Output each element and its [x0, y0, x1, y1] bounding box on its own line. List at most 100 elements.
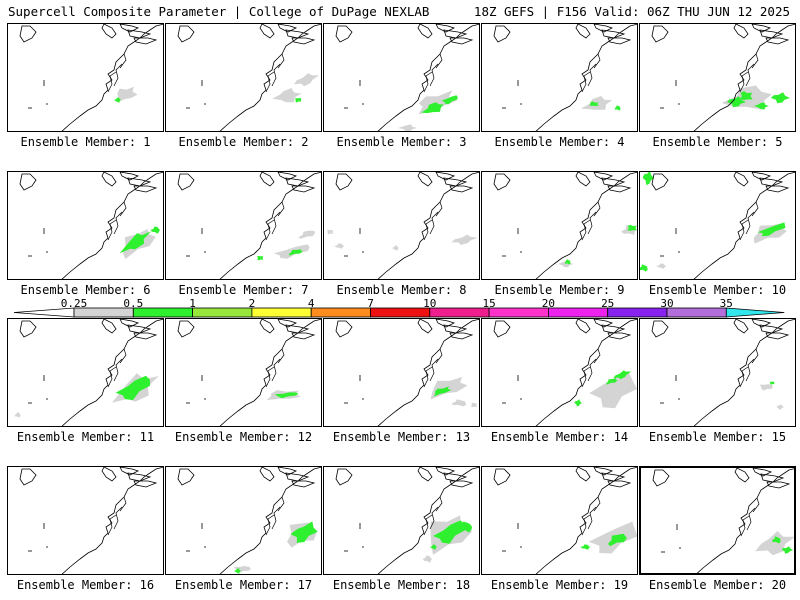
lake-outline: [277, 172, 298, 181]
bay-outline: [423, 53, 443, 93]
lake-outline: [177, 25, 195, 43]
bay-outline: [739, 53, 759, 93]
bay-outline: [423, 496, 443, 536]
lake-outline: [177, 173, 195, 191]
ensemble-map-panel[interactable]: [323, 23, 480, 132]
lake-outline: [127, 472, 152, 482]
scale-segment: [666, 307, 727, 318]
lake-outline: [19, 25, 37, 43]
bay-outline: [581, 201, 601, 241]
ensemble-map-panel[interactable]: [323, 171, 480, 280]
scale-threshold-label: 20: [541, 297, 556, 310]
lake-outline: [734, 468, 750, 483]
scp-contour-fill: [451, 234, 478, 245]
coastline: [219, 467, 321, 574]
ensemble-member-label: Ensemble Member: 17: [174, 578, 313, 592]
scale-threshold-label: 0.5: [123, 297, 144, 310]
ensemble-member-label: Ensemble Member: 13: [332, 430, 471, 444]
ensemble-map-panel[interactable]: [165, 318, 322, 427]
scp-contour-fill: [430, 376, 468, 400]
lake-outline: [133, 185, 158, 193]
ensemble-map-panel[interactable]: [481, 171, 638, 280]
scp-contour-fill: [642, 172, 654, 186]
scp-contour-fill: [433, 520, 465, 544]
ensemble-member-label: Ensemble Member: 9: [494, 283, 625, 297]
map-canvas: [493, 24, 637, 131]
ensemble-map-panel[interactable]: [639, 466, 796, 575]
lake-outline: [593, 319, 614, 328]
map-canvas: [177, 319, 321, 426]
ensemble-member-label: Ensemble Member: 14: [490, 430, 629, 444]
scp-contour-fill: [114, 97, 121, 103]
bay-outline: [107, 496, 127, 536]
ensemble-map-panel[interactable]: [323, 318, 480, 427]
lake-outline: [601, 324, 626, 334]
lake-outline: [119, 467, 140, 476]
ensemble-member-label: Ensemble Member: 7: [178, 283, 309, 297]
lake-outline: [601, 29, 626, 39]
bay-outline: [265, 201, 285, 241]
ensemble-map-panel[interactable]: [639, 171, 796, 280]
ensemble-map-panel[interactable]: [165, 466, 322, 575]
scp-contour-fill: [739, 91, 753, 100]
lake-outline: [127, 324, 152, 334]
bay-outline: [581, 348, 601, 388]
ensemble-map-panel[interactable]: [165, 23, 322, 132]
lake-outline: [119, 24, 140, 33]
lake-outline: [765, 332, 790, 340]
scp-contour-fill: [234, 568, 242, 574]
scp-contour-fill: [398, 124, 418, 131]
lake-outline: [119, 319, 140, 328]
ensemble-map-panel[interactable]: [481, 23, 638, 132]
lake-outline: [127, 177, 152, 187]
scp-contour-fill: [589, 101, 599, 106]
scale-threshold-label: 25: [601, 297, 615, 310]
ensemble-map-panel[interactable]: [481, 466, 638, 575]
lake-outline: [449, 185, 474, 193]
ensemble-map-panel[interactable]: [7, 171, 164, 280]
lake-outline: [593, 467, 614, 476]
lake-outline: [493, 320, 511, 338]
ensemble-map-panel[interactable]: [7, 318, 164, 427]
lake-outline: [607, 480, 632, 488]
scp-contour-fill: [334, 243, 345, 249]
ensemble-map-panel[interactable]: [639, 23, 796, 132]
scp-contour-fill: [119, 231, 152, 254]
ensemble-map-panel[interactable]: [7, 466, 164, 575]
bay-outline: [739, 201, 759, 241]
scale-threshold-label: 10: [423, 297, 437, 310]
lake-outline: [493, 173, 511, 191]
scale-threshold-label: 35: [719, 297, 733, 310]
ensemble-member-label: Ensemble Member: 2: [178, 135, 309, 149]
bay-outline: [581, 496, 601, 536]
scp-contour-fill: [614, 105, 621, 111]
coastline: [219, 319, 321, 426]
lake-outline: [335, 173, 353, 191]
ensemble-member-label: Ensemble Member: 1: [20, 135, 151, 149]
ensemble-map-panel[interactable]: [7, 23, 164, 132]
lake-outline: [101, 319, 117, 334]
scp-contour-fill: [769, 381, 775, 385]
lake-outline: [133, 37, 158, 45]
lake-outline: [417, 319, 433, 334]
coastline: [535, 319, 637, 426]
lake-outline: [575, 172, 591, 187]
lake-outline: [651, 320, 669, 338]
map-canvas: [652, 468, 794, 573]
lake-outline: [493, 25, 511, 43]
ensemble-map-panel[interactable]: [323, 466, 480, 575]
bay-outline: [265, 496, 285, 536]
lake-outline: [449, 37, 474, 45]
ensemble-map-panel[interactable]: [165, 171, 322, 280]
scp-contour-fill: [743, 87, 754, 93]
scale-threshold-label: 0.25: [60, 297, 88, 310]
ensemble-map-panel[interactable]: [481, 318, 638, 427]
lake-outline: [607, 332, 632, 340]
ensemble-map-panel[interactable]: [639, 318, 796, 427]
scp-contour-fill: [574, 399, 582, 407]
lake-outline: [759, 29, 784, 39]
map-canvas: [19, 467, 163, 574]
map-canvas: [493, 467, 637, 574]
scp-contour-fill: [755, 531, 794, 556]
bay-outline: [581, 53, 601, 93]
